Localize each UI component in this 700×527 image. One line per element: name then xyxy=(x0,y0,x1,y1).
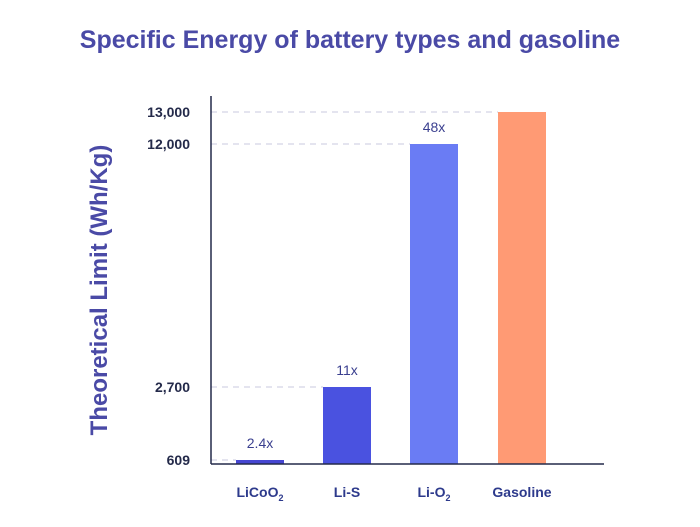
data-label: 2.4x xyxy=(247,435,273,451)
x-tick-label: Li-S xyxy=(334,484,360,500)
data-label: 48x xyxy=(423,119,446,135)
y-axis-label: Theoretical Limit (Wh/Kg) xyxy=(86,145,113,436)
x-axis-labels: LiCoO2 Li-S Li-O2 Gasoline xyxy=(236,484,551,503)
data-labels: 2.4x 11x 48x xyxy=(247,119,446,451)
y-tick-label: 12,000 xyxy=(147,136,190,152)
x-tick-label: LiCoO2 xyxy=(236,484,283,503)
data-label: 11x xyxy=(336,362,358,378)
y-tick-label: 609 xyxy=(167,452,191,468)
reference-lines xyxy=(211,111,498,461)
y-tick-label: 2,700 xyxy=(155,379,190,395)
bar xyxy=(410,144,458,464)
bars xyxy=(236,112,546,464)
x-tick-label: Gasoline xyxy=(492,484,551,500)
chart-title: Specific Energy of battery types and gas… xyxy=(79,26,621,54)
x-tick-label: Li-O2 xyxy=(417,484,450,503)
y-axis-ticks: 609 2,700 12,000 13,000 xyxy=(147,104,190,468)
bar xyxy=(323,387,371,464)
bar xyxy=(236,460,284,464)
y-tick-label: 13,000 xyxy=(147,104,190,120)
bar xyxy=(498,112,546,464)
